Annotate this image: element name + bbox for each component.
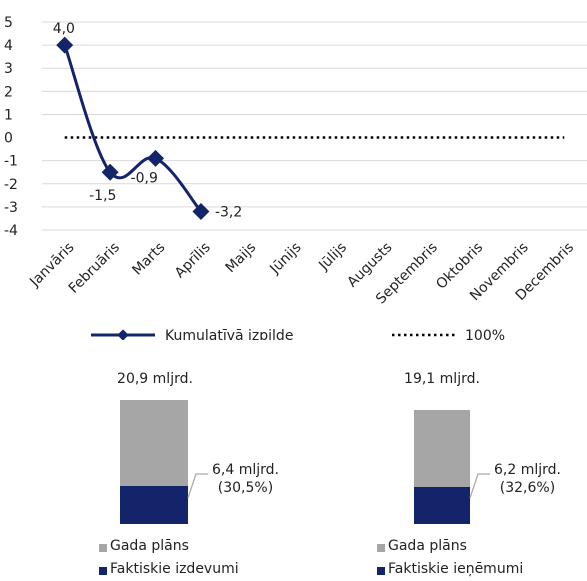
- x-tick-label: Jūnijs: [266, 240, 304, 278]
- expenses-actual-label: 6,4 mljrd.: [212, 462, 279, 478]
- x-tick-label: Aprīlis: [172, 240, 214, 282]
- revenue-total-label: 19,1 mljrd.: [404, 371, 480, 387]
- revenue-callout: 6,2 mljrd. (32,6%): [494, 461, 561, 497]
- expenses-callout-leader: [187, 473, 208, 499]
- revenue-legend-actual-label: Faktiskie ieņēmumi: [388, 561, 524, 577]
- legend-label-100: 100%: [465, 328, 505, 340]
- expenses-legend-actual-swatch: [99, 567, 107, 575]
- series-line: [63, 44, 203, 213]
- data-label: -1,5: [89, 188, 116, 204]
- y-tick-label: -3: [4, 200, 18, 216]
- expenses-callout: 6,4 mljrd. (30,5%): [212, 461, 279, 497]
- expenses-total-label: 20,9 mljrd.: [117, 371, 193, 387]
- revenue-actual-pct: (32,6%): [499, 480, 556, 496]
- line-legend: Kumulatīvā izpilde 100%: [91, 328, 505, 340]
- revenue-callout-leader: [469, 473, 490, 499]
- y-tick-labels: 5 4 3 2 1 0 -1 -2 -3 -4: [4, 15, 18, 239]
- revenue-bar-actual: [414, 487, 470, 524]
- expenses-bar-actual: [120, 486, 188, 524]
- legend-diamond-marker: [117, 329, 129, 340]
- expenses-legend-actual-label: Faktiskie izdevumi: [110, 561, 239, 577]
- y-tick-label: 2: [4, 84, 13, 100]
- data-label: -3,2: [215, 205, 242, 221]
- y-tick-label: 3: [4, 61, 13, 77]
- series-kumulativa-izpilde: [56, 36, 210, 220]
- data-labels: 4,0 -1,5 -0,9 -3,2: [53, 21, 243, 220]
- legend-label-series: Kumulatīvā izpilde: [165, 328, 293, 340]
- revenue-bar: [414, 410, 470, 524]
- data-point-marker: [192, 203, 210, 220]
- expenses-legend-plan-label: Gada plāns: [110, 538, 189, 554]
- data-label: 4,0: [53, 21, 75, 37]
- revenue-actual-label: 6,2 mljrd.: [494, 462, 561, 478]
- y-tick-label: 1: [4, 107, 13, 123]
- y-tick-label: 5: [4, 15, 13, 31]
- data-point-marker: [147, 149, 165, 167]
- expenses-bar-plan: [120, 400, 188, 487]
- x-tick-label: Marts: [129, 240, 168, 279]
- y-tick-label: -1: [4, 154, 18, 170]
- expenses-actual-pct: (30,5%): [217, 480, 274, 496]
- revenue-legend-plan-label: Gada plāns: [388, 538, 467, 554]
- data-point-marker: [101, 163, 119, 181]
- y-tick-label: -2: [4, 177, 18, 193]
- y-tick-label: 4: [4, 38, 13, 54]
- revenue-legend-plan-swatch: [377, 544, 385, 552]
- revenue-bar-plan: [414, 410, 470, 487]
- data-label: -0,9: [131, 170, 158, 186]
- x-tick-label: Jūlijs: [315, 240, 350, 275]
- expenses-bar: [120, 400, 188, 524]
- x-tick-label: Maijs: [223, 240, 260, 277]
- gridlines: [42, 21, 587, 231]
- revenue-legend-actual-swatch: [377, 567, 385, 575]
- expenses-legend-plan-swatch: [99, 544, 107, 552]
- data-point-marker: [56, 36, 74, 54]
- y-tick-label: 0: [4, 131, 13, 147]
- y-tick-label: -4: [4, 223, 18, 239]
